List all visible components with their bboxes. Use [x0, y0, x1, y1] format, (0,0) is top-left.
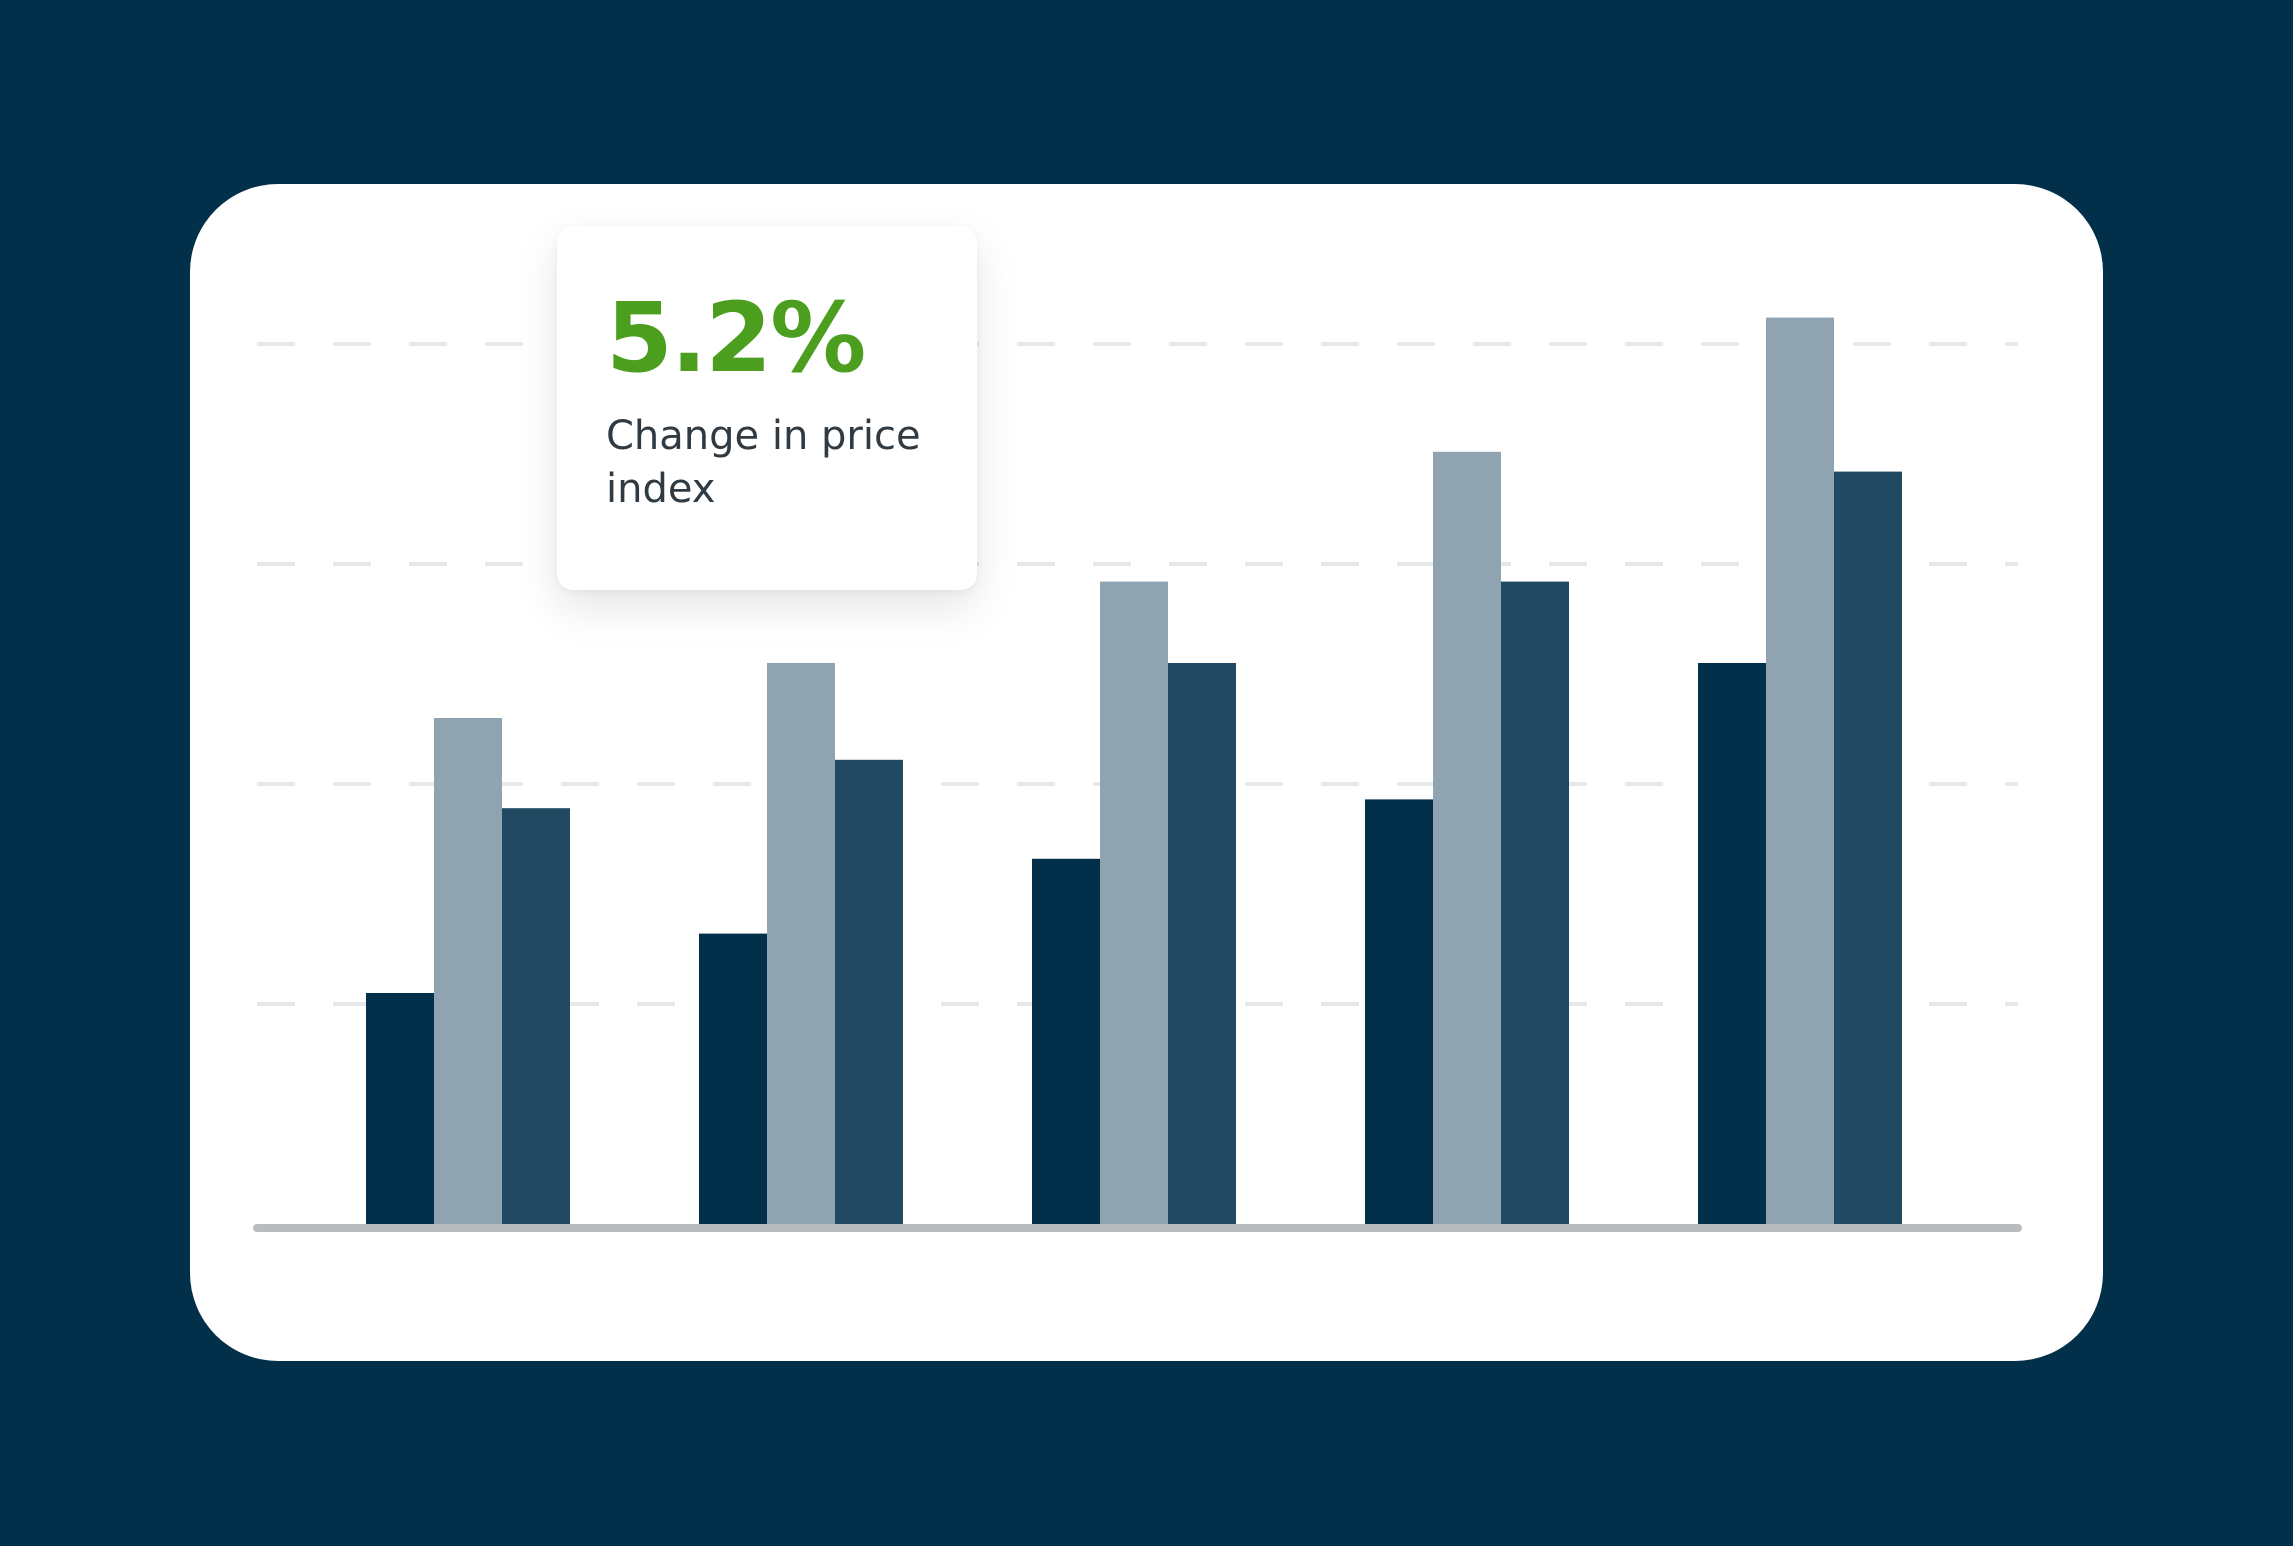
bar-series-1-group-1 — [366, 993, 434, 1224]
bar-series-3-group-1 — [502, 808, 570, 1224]
stat-label: Change in price index — [606, 413, 921, 512]
bar-series-2-group-3 — [1100, 581, 1168, 1224]
bar-series-3-group-4 — [1501, 581, 1569, 1224]
stat-value: 5.2% — [606, 282, 866, 394]
bar-series-1-group-3 — [1032, 858, 1100, 1224]
bar-series-3-group-2 — [835, 759, 903, 1224]
bar-series-2-group-2 — [767, 663, 835, 1224]
bar-series-2-group-1 — [434, 718, 502, 1224]
bar-series-3-group-5 — [1834, 471, 1902, 1225]
bar-series-1-group-2 — [699, 933, 767, 1224]
bar-series-2-group-4 — [1433, 451, 1501, 1224]
stat-callout: 5.2% Change in price index — [557, 226, 977, 590]
bar-series-1-group-5 — [1698, 663, 1766, 1224]
bar-series-2-group-5 — [1766, 317, 1834, 1225]
bar-series-1-group-4 — [1365, 799, 1433, 1224]
bar-series-3-group-3 — [1168, 663, 1236, 1224]
